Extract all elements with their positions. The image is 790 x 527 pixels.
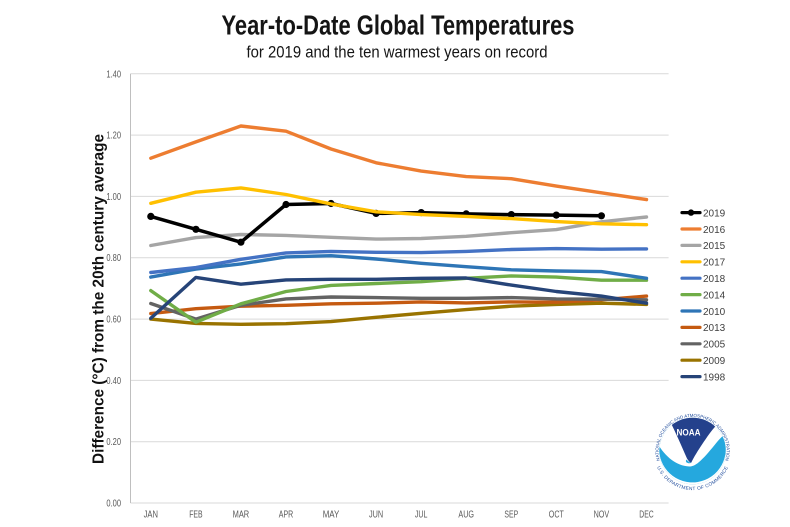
svg-text:0.40: 0.40 <box>106 376 121 387</box>
svg-text:1.40: 1.40 <box>106 69 121 80</box>
svg-text:SEP: SEP <box>504 509 518 520</box>
svg-text:AUG: AUG <box>458 509 474 520</box>
svg-text:for 2019 and the ten warmest y: for 2019 and the ten warmest years on re… <box>247 43 548 62</box>
svg-text:DEC: DEC <box>639 509 653 520</box>
svg-text:JUL: JUL <box>415 509 428 520</box>
svg-text:JUN: JUN <box>369 509 383 520</box>
svg-text:2016: 2016 <box>703 225 726 236</box>
svg-text:2015: 2015 <box>703 241 726 252</box>
svg-text:1.20: 1.20 <box>106 131 121 142</box>
svg-text:OCT: OCT <box>549 509 564 520</box>
svg-text:2018: 2018 <box>703 274 726 285</box>
svg-text:0.80: 0.80 <box>106 253 121 264</box>
svg-text:1998: 1998 <box>703 372 726 383</box>
svg-text:2017: 2017 <box>703 258 726 269</box>
svg-text:MAR: MAR <box>233 509 250 520</box>
svg-text:0.60: 0.60 <box>106 315 121 326</box>
svg-text:NOAA: NOAA <box>677 427 701 437</box>
svg-text:NOV: NOV <box>594 509 610 520</box>
svg-text:Year-to-Date Global Temperatur: Year-to-Date Global Temperatures <box>222 9 575 40</box>
svg-text:2009: 2009 <box>703 356 726 367</box>
svg-text:0.20: 0.20 <box>106 437 121 448</box>
svg-text:1.00: 1.00 <box>106 192 121 203</box>
svg-text:0.00: 0.00 <box>106 498 121 509</box>
svg-text:FEB: FEB <box>189 509 203 520</box>
svg-text:2019: 2019 <box>703 208 726 219</box>
svg-text:MAY: MAY <box>323 509 340 520</box>
svg-text:2013: 2013 <box>703 323 726 334</box>
svg-text:2010: 2010 <box>703 307 726 318</box>
svg-text:2005: 2005 <box>703 340 726 351</box>
svg-text:Difference (°C) from the 20th: Difference (°C) from the 20th century av… <box>91 134 108 464</box>
svg-text:APR: APR <box>279 509 293 520</box>
svg-text:JAN: JAN <box>144 509 158 520</box>
svg-text:2014: 2014 <box>703 290 726 301</box>
